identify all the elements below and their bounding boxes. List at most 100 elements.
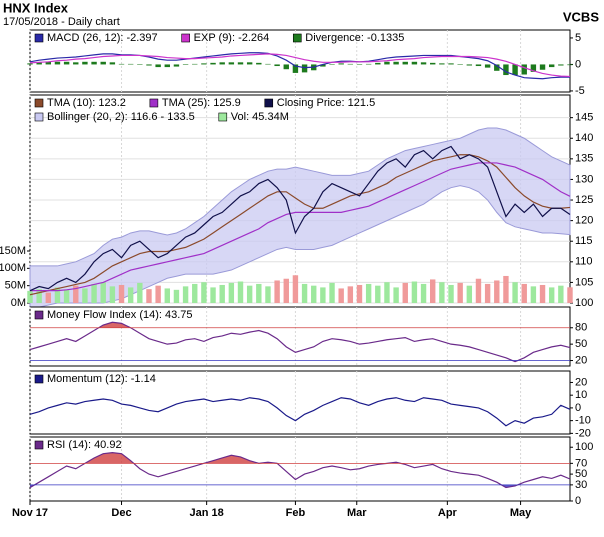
bar <box>219 284 225 303</box>
bar <box>256 62 262 65</box>
bar <box>311 285 317 303</box>
bar <box>365 63 372 65</box>
bar <box>439 63 445 65</box>
legend-swatch <box>218 112 228 122</box>
bar <box>246 285 253 303</box>
x-tick-label: Nov 17 <box>12 507 48 519</box>
bar <box>63 289 70 303</box>
legend-label: Money Flow Index (14): 43.75 <box>47 309 193 321</box>
panel <box>29 436 571 502</box>
bar <box>82 288 88 303</box>
legend-swatch <box>34 310 44 320</box>
chart-title: HNX Index <box>3 0 69 15</box>
bar <box>256 283 262 303</box>
bar <box>100 282 106 303</box>
bar <box>164 288 170 303</box>
y-tick-label: -5 <box>575 85 585 97</box>
bar <box>393 61 399 65</box>
bar <box>182 64 189 65</box>
bar <box>137 282 143 303</box>
bar <box>173 289 180 303</box>
bar <box>155 285 161 303</box>
bar <box>411 281 418 303</box>
bar <box>301 283 308 303</box>
bar <box>109 62 116 65</box>
bar <box>137 64 143 65</box>
y-tick-label: 135 <box>575 153 593 165</box>
bar <box>356 284 363 303</box>
legend-label: EXP (9): -2.264 <box>194 32 270 44</box>
bar <box>36 62 42 65</box>
bar <box>301 64 308 73</box>
bar <box>320 287 326 303</box>
bar <box>411 61 418 65</box>
panel <box>29 306 571 367</box>
bar <box>237 62 244 65</box>
bar <box>109 286 116 303</box>
bar <box>173 64 180 67</box>
chart-subtitle: 17/05/2018 - Daily chart <box>3 16 120 28</box>
bar <box>356 64 363 65</box>
source: VCBS <box>563 9 599 24</box>
bar <box>127 287 134 303</box>
y-tick-label: 140 <box>575 132 593 144</box>
bar <box>246 62 253 65</box>
bar <box>36 289 42 303</box>
bar <box>448 63 454 65</box>
bar <box>539 284 546 303</box>
bar <box>521 283 527 303</box>
y-tick-label: 50 <box>575 338 587 350</box>
bar <box>283 278 289 303</box>
bar <box>91 283 97 303</box>
bar <box>384 61 390 65</box>
bar <box>192 283 198 303</box>
legend-swatch <box>181 33 190 43</box>
x-tick-label: Jan 18 <box>190 507 224 519</box>
bar <box>347 63 354 65</box>
bar <box>118 63 125 65</box>
panel <box>29 370 571 435</box>
bar <box>338 288 344 303</box>
legend-swatch <box>292 33 302 43</box>
bar <box>54 287 61 303</box>
y-tick-label: 50 <box>575 468 587 480</box>
x-tick-label: Feb <box>286 507 306 519</box>
y-tick-label: 0 <box>575 495 581 507</box>
bar <box>567 287 573 303</box>
bar <box>475 278 482 303</box>
legend-label: Closing Price: 121.5 <box>277 97 375 109</box>
y-tick-label: 80 <box>575 322 587 334</box>
y-tick-label: 125 <box>575 194 593 206</box>
legend-swatch <box>149 98 159 108</box>
y2-tick-label: 150M <box>0 245 26 257</box>
y-tick-label: 145 <box>575 112 593 124</box>
series-line <box>29 451 571 489</box>
legend-label: TMA (10): 123.2 <box>47 97 126 109</box>
bar <box>27 63 33 65</box>
bar <box>274 64 280 67</box>
bar <box>494 280 500 303</box>
bar <box>237 281 244 303</box>
legend-label: Bollinger (20, 2): 116.6 - 133.5 <box>47 111 195 123</box>
bar <box>548 64 555 68</box>
bar <box>164 64 170 68</box>
bar <box>402 61 408 65</box>
bar <box>265 63 271 65</box>
legend-label: Vol: 45.34M <box>231 111 289 123</box>
bar <box>457 64 463 65</box>
bar <box>484 283 491 303</box>
bar <box>466 64 473 66</box>
bar <box>439 282 445 303</box>
bar <box>210 287 216 303</box>
bar <box>27 290 33 303</box>
legend-swatch <box>264 98 274 108</box>
y2-tick-label: 50M <box>5 280 26 292</box>
bar <box>393 287 399 303</box>
bar <box>384 282 390 303</box>
bar <box>82 61 88 65</box>
bar <box>420 62 427 65</box>
bar <box>320 64 326 67</box>
series-line <box>30 162 571 292</box>
y-tick-label: 70 <box>575 457 587 469</box>
